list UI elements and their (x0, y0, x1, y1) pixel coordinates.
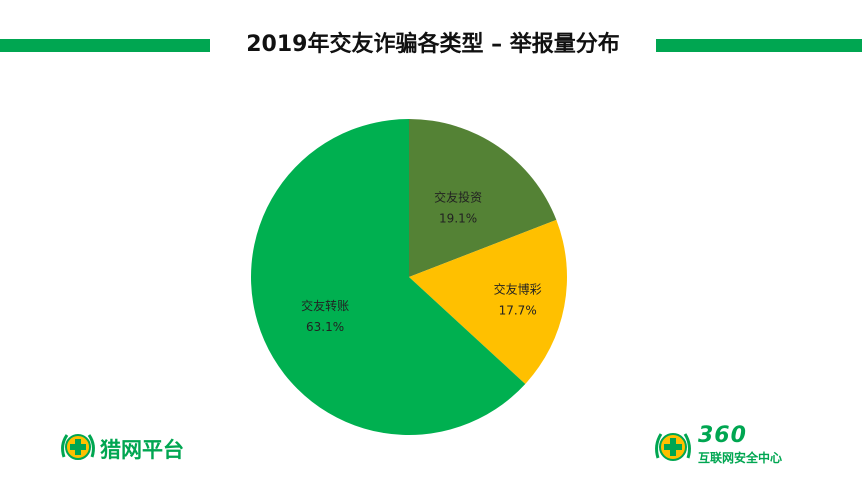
360-logo: 360 互联网安全中心 (652, 423, 842, 469)
pie-slice (409, 119, 557, 277)
slice-label: 交友转账 (301, 298, 349, 313)
pie-slice (251, 119, 526, 435)
title-bar-left (0, 39, 210, 52)
slice-value-label: 19.1% (439, 211, 477, 225)
hunting-net-logo-text: 猎网平台 (100, 438, 184, 462)
slice-value-label: 17.7% (499, 304, 537, 318)
360-logo-number: 360 (698, 423, 747, 448)
hunting-net-logo: 猎网平台 (58, 427, 218, 467)
page-title: 2019年交友诈骗各类型 – 举报量分布 (246, 32, 620, 57)
title-bar-right (656, 39, 862, 52)
slice-value-label: 63.1% (306, 320, 344, 334)
slice-label: 交友博彩 (494, 282, 542, 297)
slice-label: 交友投资 (434, 189, 482, 204)
360-logo-icon (655, 433, 691, 461)
360-logo-text: 互联网安全中心 (698, 451, 783, 465)
pie-slice (409, 219, 567, 384)
hunting-net-logo-icon (61, 434, 95, 460)
